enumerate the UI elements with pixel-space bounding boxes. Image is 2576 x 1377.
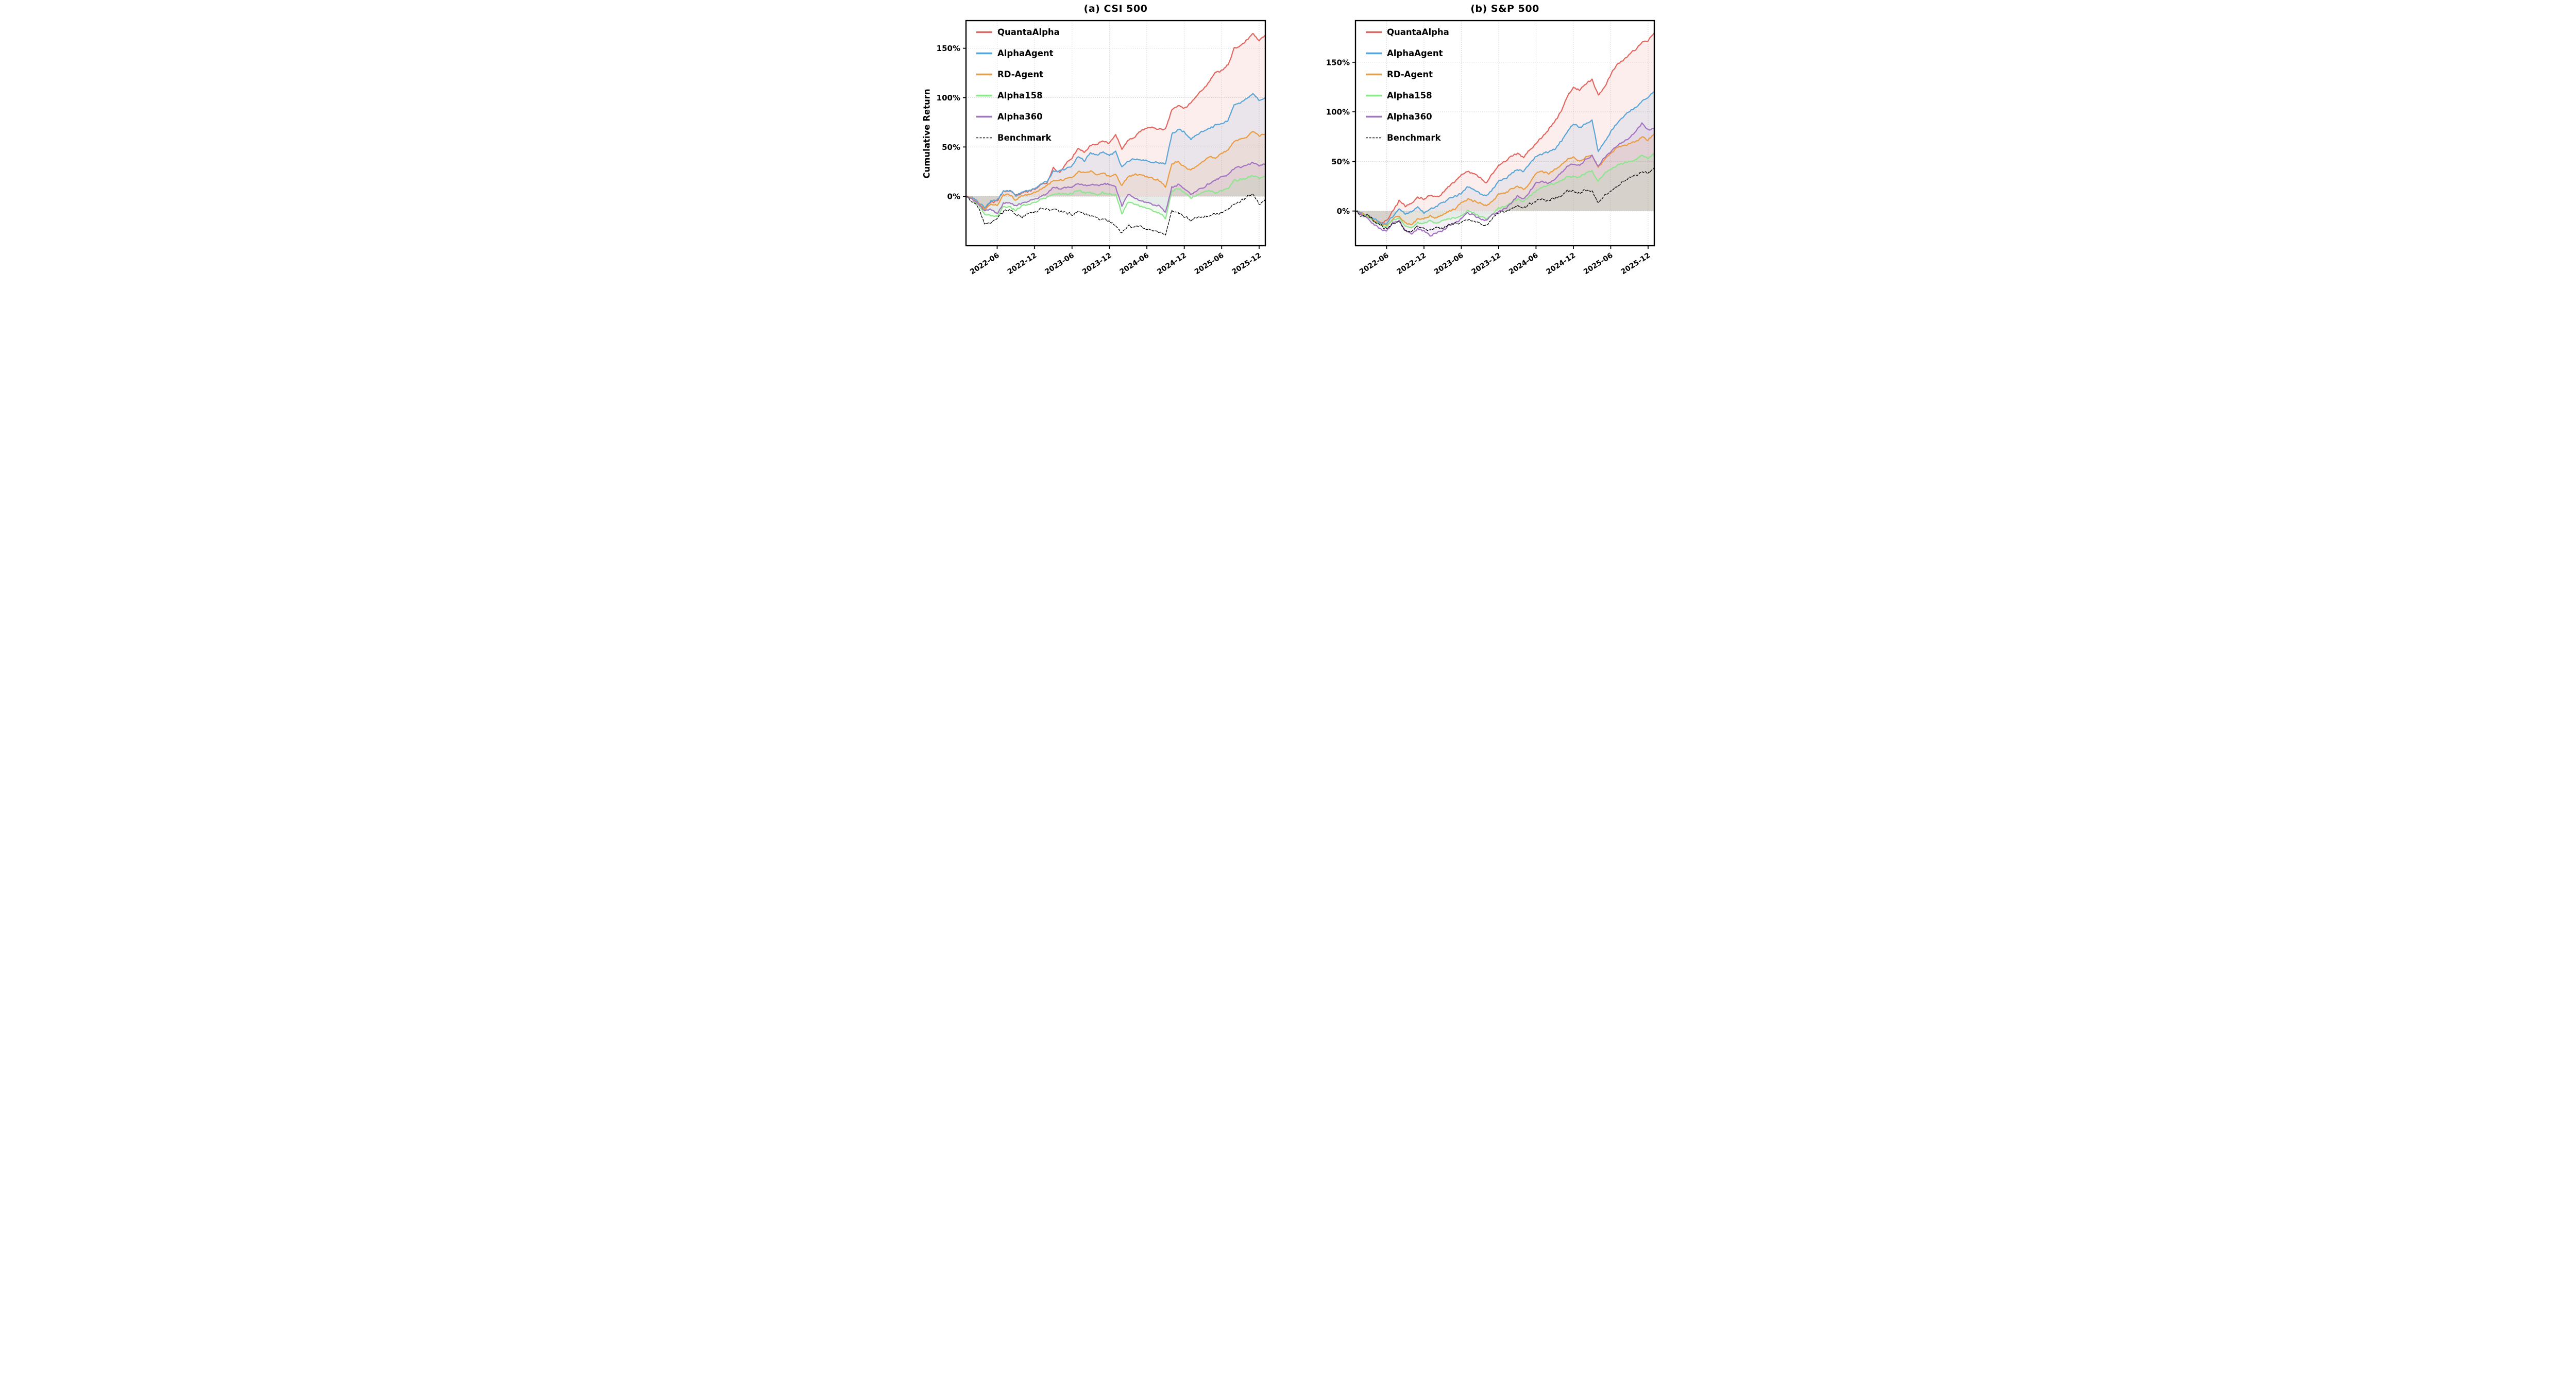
legend-label-rd-agent: RD-Agent: [997, 70, 1043, 79]
series-fill-alphaagent: [966, 93, 1265, 209]
y-tick-label: 150%: [937, 44, 960, 53]
series-fills: [1355, 32, 1654, 236]
x-tick-label: 2022-06: [1358, 251, 1391, 276]
legend-label-alpha360: Alpha360: [1387, 112, 1432, 122]
x-tick-label: 2022-12: [1395, 251, 1428, 276]
x-tick-label: 2024-12: [1156, 251, 1188, 276]
x-tick-label: 2025-06: [1193, 251, 1226, 276]
legend-item-quantaalpha: QuantaAlpha: [976, 27, 1060, 37]
legend-item-benchmark: Benchmark: [976, 133, 1052, 143]
legend-item-alpha360: Alpha360: [976, 112, 1043, 122]
x-tick-label: 2024-06: [1507, 251, 1540, 276]
legend-label-rd-agent: RD-Agent: [1387, 70, 1433, 79]
legend-label-benchmark: Benchmark: [1387, 133, 1442, 143]
chart-panel-sp500: (b) S&P 500 0% 50% 100% 150% 2022-06 2022-12 2…: [1288, 0, 1657, 276]
series-fill-quantaalpha: [1355, 32, 1654, 224]
series-fill-quantaalpha: [966, 33, 1265, 208]
series-line-alpha360: [1355, 122, 1654, 237]
y-axis: 0% 50% 100% 150%: [1326, 58, 1355, 216]
series-line-rd-agent: [1355, 133, 1654, 227]
y-tick-label: 0%: [947, 192, 960, 201]
legend-label-alpha360: Alpha360: [997, 112, 1043, 122]
legend-item-alphaagent: AlphaAgent: [1366, 48, 1443, 58]
x-tick-label: 2025-12: [1230, 251, 1263, 276]
chart-panel-csi500: (a) CSI 500 Cumulative Return 0% 50% 100% 1…: [919, 0, 1288, 276]
legend-label-quantaalpha: QuantaAlpha: [997, 27, 1060, 37]
series-line-alphaagent: [966, 93, 1265, 209]
series-fill-alpha360: [1355, 123, 1654, 236]
legend-label-benchmark: Benchmark: [997, 133, 1052, 143]
plot-csi500: 0% 50% 100% 150% 2022-06 2022-12 2023-06 2023-1…: [937, 20, 1266, 276]
plot-border: [1354, 20, 1655, 247]
x-tick-label: 2023-06: [1043, 251, 1076, 276]
legend-item-quantaalpha: QuantaAlpha: [1366, 27, 1449, 37]
figure: (a) CSI 500 Cumulative Return 0% 50% 100% 1…: [919, 0, 1657, 276]
x-tick-label: 2023-12: [1470, 251, 1502, 276]
y-axis: 0% 50% 100% 150%: [937, 44, 966, 201]
y-tick-label: 50%: [942, 143, 960, 152]
series-lines: [1355, 32, 1654, 237]
x-axis: 2022-06 2022-12 2023-06 2023-12 2024-06 2024-…: [1358, 246, 1652, 276]
plot-sp500: 0% 50% 100% 150% 2022-06 2022-12 2023-06 2023-1…: [1326, 20, 1655, 276]
gridlines: [1355, 21, 1654, 246]
gridlines: [966, 21, 1265, 246]
chart-title-sp500: (b) S&P 500: [1470, 3, 1539, 14]
series-line-alpha360: [966, 161, 1265, 214]
series-line-alphaagent: [1355, 91, 1654, 225]
legend-item-alpha158: Alpha158: [1366, 91, 1432, 100]
legend-item-rd-agent: RD-Agent: [1366, 70, 1433, 79]
legend-label-alphaagent: AlphaAgent: [1387, 48, 1443, 58]
x-tick-label: 2022-12: [1006, 251, 1039, 276]
legend: QuantaAlpha AlphaAgent RD-Agent Alpha158 Alp…: [976, 27, 1060, 143]
x-tick-label: 2024-12: [1545, 251, 1577, 276]
x-tick-label: 2024-06: [1118, 251, 1151, 276]
legend: QuantaAlpha AlphaAgent RD-Agent Alpha158 Alp…: [1366, 27, 1449, 143]
legend-item-alpha158: Alpha158: [976, 91, 1043, 100]
series-line-alpha158: [1355, 152, 1654, 228]
y-tick-label: 100%: [1326, 108, 1350, 117]
series-fill-rd-agent: [966, 131, 1265, 210]
legend-label-alpha158: Alpha158: [997, 91, 1043, 100]
legend-label-alphaagent: AlphaAgent: [997, 48, 1054, 58]
plot-border: [965, 20, 1266, 247]
legend-item-alphaagent: AlphaAgent: [976, 48, 1054, 58]
legend-label-alpha158: Alpha158: [1387, 91, 1432, 100]
legend-item-alpha360: Alpha360: [1366, 112, 1432, 122]
series-fill-alpha158: [1355, 153, 1654, 228]
x-tick-label: 2025-12: [1619, 251, 1652, 276]
y-tick-label: 100%: [937, 93, 960, 103]
x-tick-label: 2023-06: [1433, 251, 1465, 276]
series-line-rd-agent: [966, 131, 1265, 211]
series-fill-rd-agent: [1355, 133, 1654, 226]
legend-item-rd-agent: RD-Agent: [976, 70, 1043, 79]
series-line-benchmark: [1355, 168, 1654, 233]
x-axis: 2022-06 2022-12 2023-06 2023-12 2024-06 2024-…: [969, 246, 1263, 276]
series-fill-alphaagent: [1355, 92, 1654, 225]
y-tick-label: 50%: [1331, 157, 1350, 166]
series-line-quantaalpha: [1355, 32, 1654, 224]
chart-title-csi500: (a) CSI 500: [1083, 3, 1148, 14]
y-tick-label: 150%: [1326, 58, 1350, 67]
x-tick-label: 2022-06: [969, 251, 1001, 276]
x-tick-label: 2023-12: [1081, 251, 1113, 276]
y-tick-label: 0%: [1337, 207, 1350, 216]
series-line-quantaalpha: [966, 32, 1265, 209]
x-tick-label: 2025-06: [1582, 251, 1615, 276]
legend-label-quantaalpha: QuantaAlpha: [1387, 27, 1449, 37]
series-lines: [966, 32, 1265, 235]
series-line-alpha158: [966, 175, 1265, 219]
legend-item-benchmark: Benchmark: [1366, 133, 1442, 143]
series-line-benchmark: [966, 194, 1265, 235]
